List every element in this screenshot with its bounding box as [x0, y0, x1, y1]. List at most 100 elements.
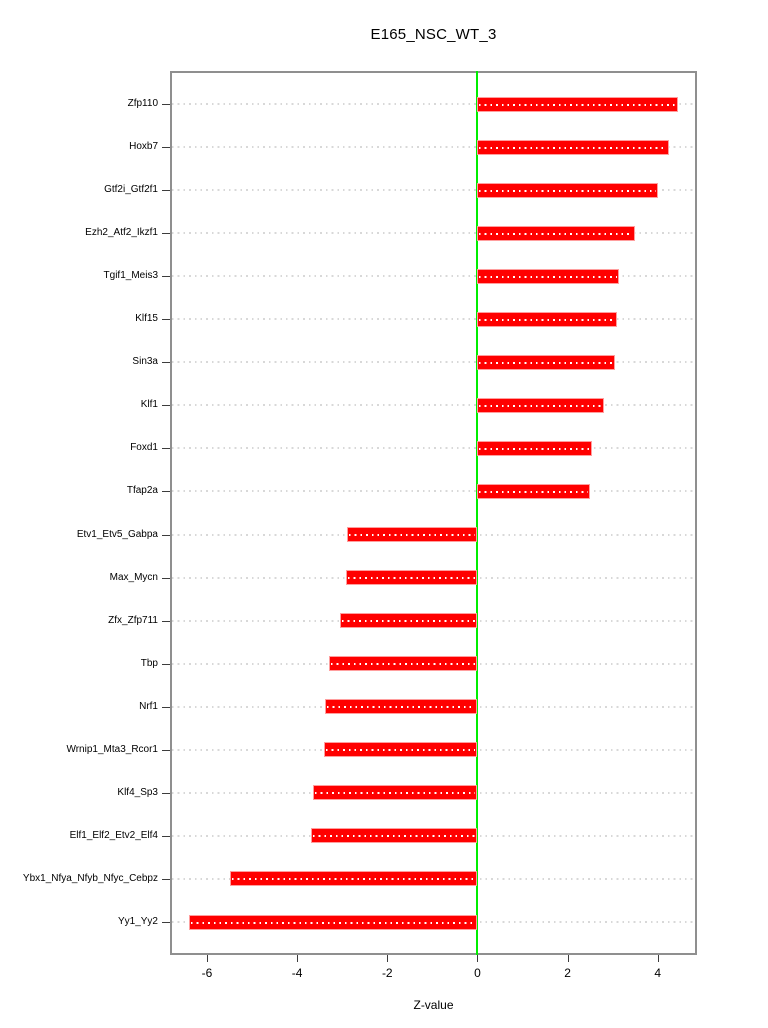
category-label-Ezh2_Atf2_Ikzf1: Ezh2_Atf2_Ikzf1: [85, 227, 158, 239]
bar-Gtf2i_Gtf2f1: [477, 182, 658, 198]
category-label-Tgif1_Meis3: Tgif1_Meis3: [103, 270, 158, 282]
x-axis-tick: [567, 955, 569, 962]
bar-Wrnip1_Mta3_Rcor1: [324, 742, 478, 758]
category-label-Klf15: Klf15: [135, 313, 158, 325]
x-axis-tick: [657, 955, 659, 962]
y-axis-tick: [162, 534, 170, 536]
y-axis-tick: [162, 319, 170, 321]
bar-Zfx_Zfp711: [339, 613, 478, 629]
bar-overlay-dots: [314, 792, 476, 795]
category-gridline: [172, 361, 695, 364]
bar-overlay-dots: [347, 577, 476, 580]
y-axis-tick: [162, 835, 170, 837]
bar-overlay-dots: [479, 490, 589, 493]
category-label-Nrf1: Nrf1: [139, 700, 158, 712]
category-label-Foxd1: Foxd1: [130, 442, 158, 454]
x-axis-title: Z-value: [413, 998, 454, 1012]
bar-Elf1_Elf2_Etv2_Elf4: [310, 828, 478, 844]
category-gridline: [172, 275, 695, 278]
bar-Klf1: [477, 397, 604, 413]
plot-box: [170, 71, 697, 955]
bar-overlay-dots: [479, 189, 656, 192]
bar-Tfap2a: [477, 483, 591, 499]
category-gridline: [172, 447, 695, 450]
y-axis-tick: [162, 104, 170, 105]
bar-Nrf1: [325, 699, 478, 715]
category-gridline: [172, 490, 695, 493]
bar-Ybx1_Nfya_Nfyb_Nfyc_Cebpz: [229, 871, 478, 887]
y-axis-tick: [162, 749, 170, 751]
category-gridline: [172, 189, 695, 192]
bar-overlay-dots: [312, 835, 476, 838]
x-axis-tick-label: -4: [291, 966, 303, 980]
category-label-Klf1: Klf1: [140, 399, 158, 411]
category-gridline: [172, 232, 695, 235]
plot-area: [170, 71, 697, 955]
bar-overlay-dots: [479, 103, 677, 106]
category-label-Ybx1_Nfya_Nfyb_Nfyc_Cebpz: Ybx1_Nfya_Nfyb_Nfyc_Cebpz: [22, 872, 158, 884]
bar-Ezh2_Atf2_Ikzf1: [477, 225, 636, 241]
category-label-Zfx_Zfp711: Zfx_Zfp711: [108, 614, 158, 626]
y-axis-tick: [162, 362, 170, 364]
y-axis-tick: [162, 190, 170, 192]
bar-overlay-dots: [330, 663, 476, 666]
y-axis-tick: [162, 276, 170, 278]
bar-Tgif1_Meis3: [477, 268, 620, 284]
x-axis-tick-label: 4: [654, 966, 662, 980]
bar-Klf15: [477, 311, 618, 327]
bar-overlay-dots: [348, 534, 476, 537]
category-label-Klf4_Sp3: Klf4_Sp3: [117, 786, 158, 798]
x-axis-tick-label: 0: [474, 966, 481, 980]
category-label-Etv1_Etv5_Gabpa: Etv1_Etv5_Gabpa: [76, 528, 158, 540]
y-axis-tick: [162, 448, 170, 450]
bar-overlay-dots: [479, 404, 602, 407]
y-axis-tick: [162, 706, 170, 708]
category-label-Sin3a: Sin3a: [132, 356, 158, 368]
bar-overlay-dots: [190, 921, 476, 924]
category-label-Tbp: Tbp: [140, 657, 158, 669]
bar-Max_Mycn: [345, 570, 478, 586]
x-axis-tick-label: 2: [564, 966, 571, 980]
category-label-Hoxb7: Hoxb7: [129, 141, 158, 153]
category-gridline: [172, 404, 695, 407]
x-axis-tick-label: -2: [381, 966, 393, 980]
y-axis-tick: [162, 878, 170, 880]
bar-Foxd1: [477, 440, 593, 456]
y-axis-tick: [162, 233, 170, 235]
y-axis-tick: [162, 663, 170, 665]
x-axis-tick: [387, 955, 389, 962]
category-label-Max_Mycn: Max_Mycn: [109, 571, 158, 583]
category-label-Yy1_Yy2: Yy1_Yy2: [117, 916, 158, 927]
y-axis-tick: [162, 147, 170, 149]
category-label-Zfp110: Zfp110: [127, 98, 158, 109]
bar-overlay-dots: [479, 361, 613, 364]
bar-Tbp: [328, 656, 478, 672]
bar-overlay-dots: [479, 275, 618, 278]
y-axis-tick: [162, 922, 170, 923]
bar-overlay-dots: [479, 146, 668, 149]
x-axis-tick: [206, 955, 208, 962]
y-axis-tick: [162, 577, 170, 579]
bar-overlay-dots: [479, 232, 634, 235]
bar-overlay-dots: [231, 878, 476, 881]
zero-reference-line: [476, 71, 479, 955]
bar-Zfp110: [477, 96, 679, 112]
x-axis-tick: [297, 955, 299, 962]
category-label-Elf1_Elf2_Etv2_Elf4: Elf1_Elf2_Etv2_Elf4: [69, 829, 158, 841]
bar-overlay-dots: [479, 447, 591, 450]
bar-overlay-dots: [326, 749, 476, 752]
bar-overlay-dots: [479, 318, 616, 321]
y-axis-tick: [162, 491, 170, 493]
category-gridline: [172, 103, 695, 105]
bar-Hoxb7: [477, 139, 670, 155]
category-label-Gtf2i_Gtf2f1: Gtf2i_Gtf2f1: [104, 184, 158, 196]
category-gridline: [172, 318, 695, 321]
category-label-Tfap2a: Tfap2a: [126, 485, 158, 497]
bar-Etv1_Etv5_Gabpa: [346, 527, 478, 543]
bar-Yy1_Yy2: [188, 914, 478, 930]
y-axis-tick: [162, 405, 170, 407]
x-axis-tick: [477, 955, 479, 962]
y-axis-tick: [162, 792, 170, 794]
bar-overlay-dots: [327, 706, 476, 709]
